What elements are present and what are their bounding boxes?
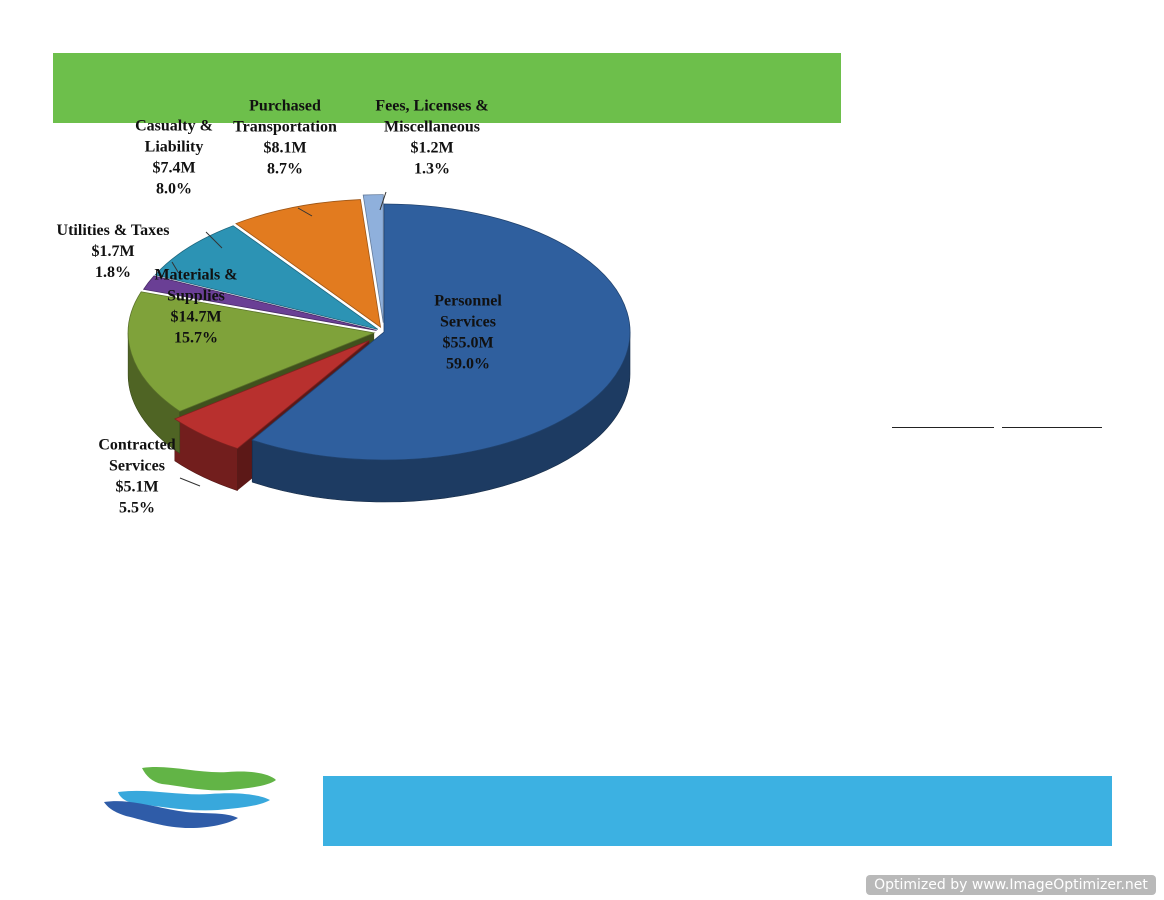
pie-slice-2 xyxy=(127,291,376,412)
pie-tops xyxy=(127,194,631,461)
rule-right xyxy=(1002,427,1102,428)
slice-label-2: Materials & Supplies $14.7M 15.7% xyxy=(154,267,237,347)
watermark-badge: Optimized by www.ImageOptimizer.net xyxy=(866,875,1156,895)
slice-label-1: Contracted Services $5.1M 5.5% xyxy=(98,437,175,517)
pie-slice-4 xyxy=(154,225,379,330)
slice-label-3: Utilities & Taxes $1.7M 1.8% xyxy=(57,222,170,281)
footer-band xyxy=(323,776,1112,846)
title-band xyxy=(53,53,841,123)
company-logo xyxy=(104,767,276,828)
leader-line-6 xyxy=(379,191,387,211)
leader-line-1 xyxy=(179,477,201,487)
pie-slice-5 xyxy=(235,199,382,329)
pie-leaders xyxy=(171,191,387,487)
slice-label-5: Purchased Transportation $8.1M 8.7% xyxy=(233,98,337,178)
pie-slice-6 xyxy=(362,194,384,323)
pie-chart: Personnel Services $55.0M 59.0% Contracted Se… xyxy=(57,98,631,517)
slice-label-0: Personnel Services $55.0M 59.0% xyxy=(434,293,502,373)
pie-labels: Personnel Services $55.0M 59.0% Contracted Se… xyxy=(57,98,503,517)
slice-label-4: Casualty & Liability $7.4M 8.0% xyxy=(135,118,213,198)
pie-slice-1 xyxy=(173,340,370,449)
leader-line-4 xyxy=(205,231,223,249)
pie-slice-0 xyxy=(251,203,631,461)
rule-left xyxy=(892,427,994,428)
slice-label-6: Fees, Licenses & Miscellaneous $1.2M 1.3% xyxy=(375,98,488,178)
pie-slice-3 xyxy=(142,275,377,331)
leader-line-3 xyxy=(171,261,179,273)
leader-line-5 xyxy=(297,207,313,217)
